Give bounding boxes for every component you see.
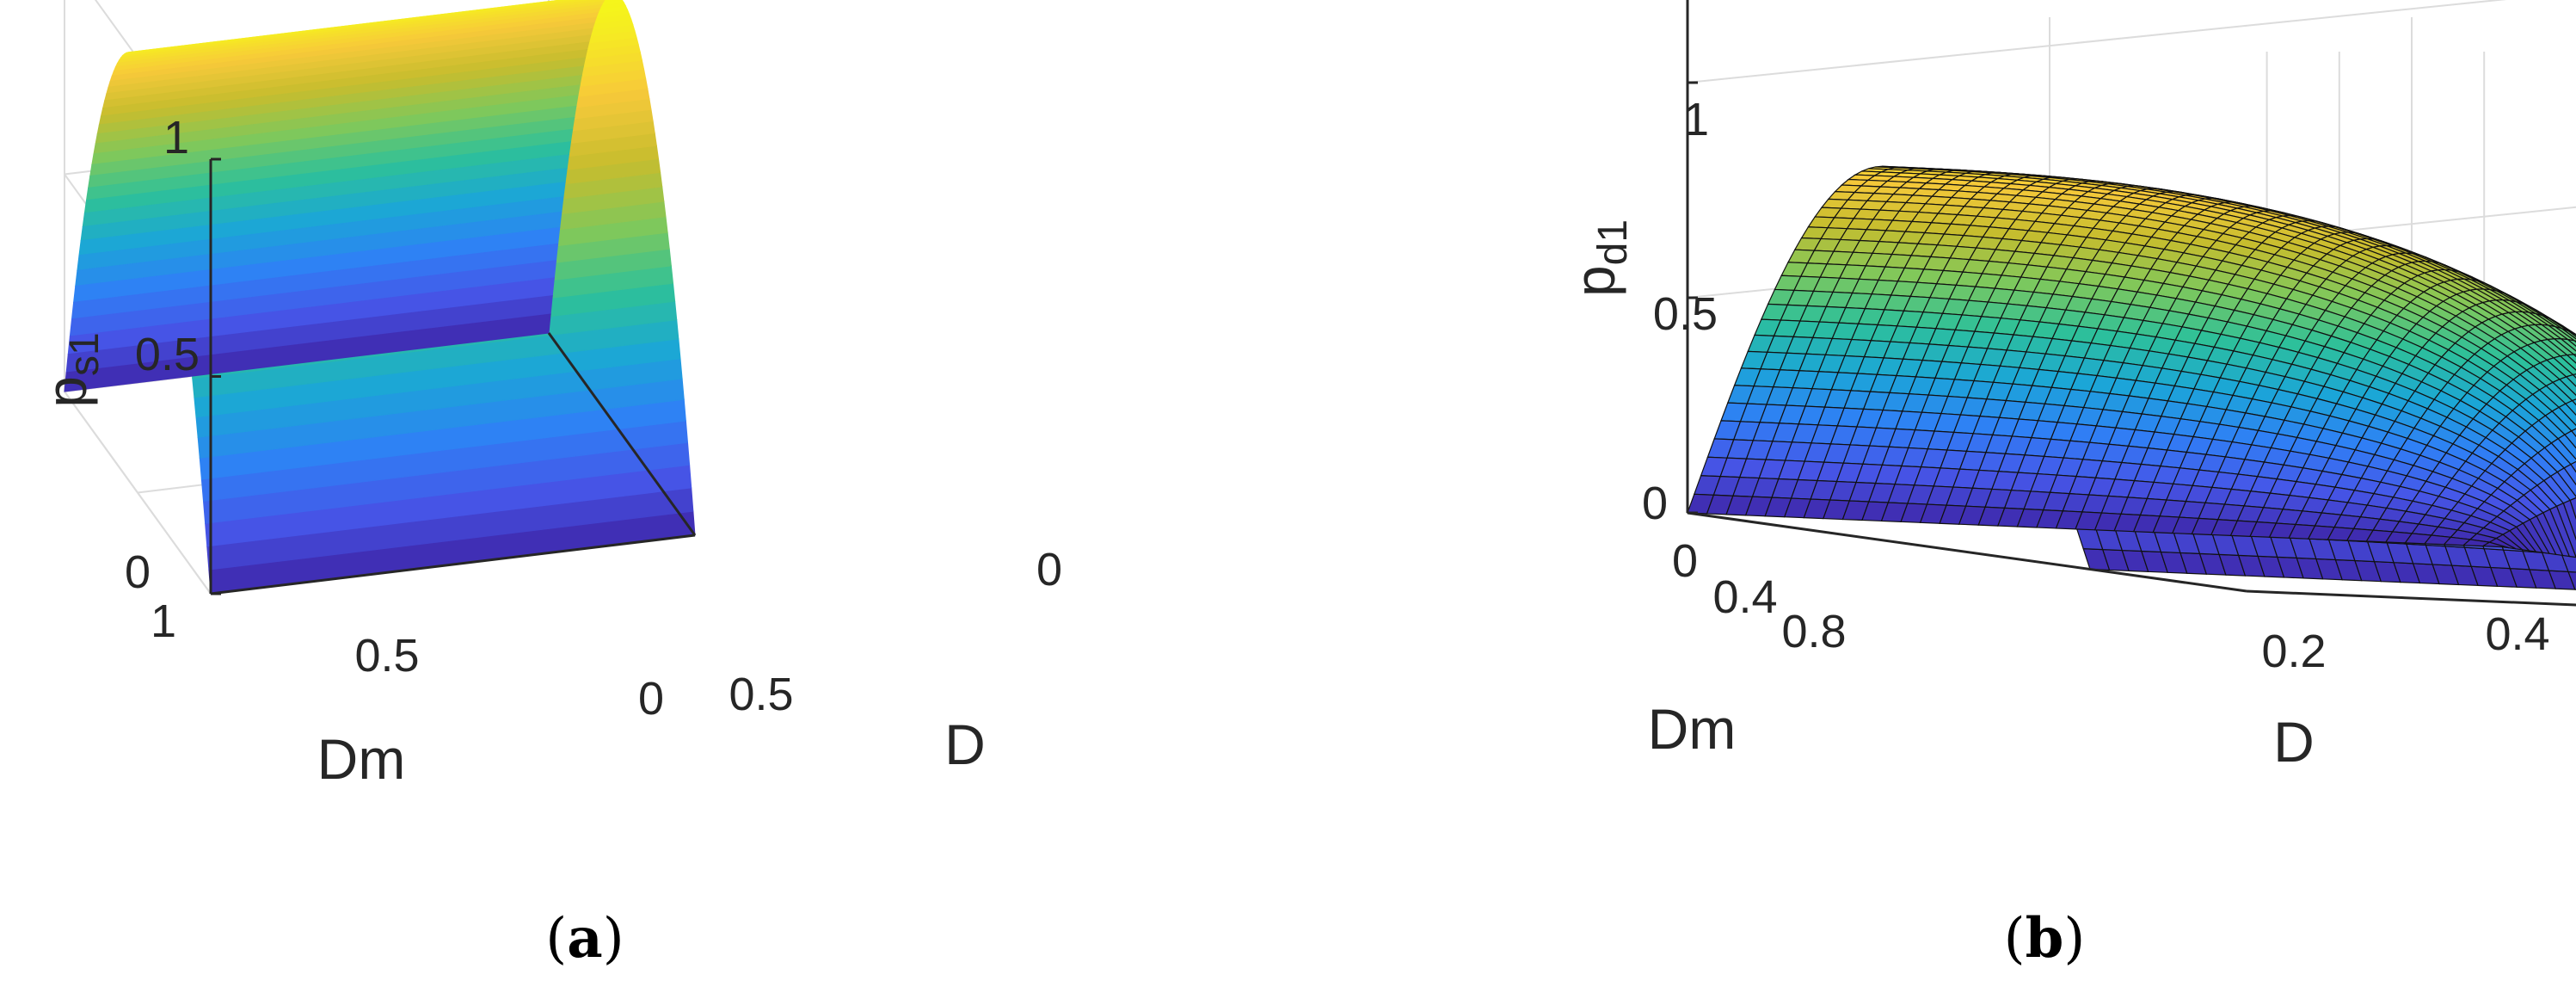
panel-a-zlabel: ps1 — [34, 332, 108, 407]
panel-b-xtick-1: 0.4 — [1712, 571, 1777, 623]
panel-b-zlabel-main: p — [1563, 265, 1626, 297]
panel-b-ztick-0: 0 — [1642, 478, 1668, 529]
svg-text:ps1: ps1 — [34, 332, 108, 407]
panel-a: 0 0.5 1 1 0.5 0 0.5 0 Dm D ps1 (a) — [34, 0, 1062, 971]
panel-b-ytick-1: 0.4 — [2485, 608, 2549, 660]
panel-b-ztick-2: 1 — [1683, 94, 1709, 145]
panel-b-ylabel: D — [2273, 710, 2315, 774]
panel-a-ylabel: D — [944, 712, 986, 776]
panel-a-xtick-0: 1 — [151, 595, 176, 647]
panel-b-zlabel-sub: d1 — [1590, 219, 1636, 265]
panel-b-xtick-2: 0.8 — [1781, 606, 1846, 657]
panel-a-zlabel-main: p — [34, 376, 98, 408]
panel-b-ztick-1: 0.5 — [1653, 288, 1718, 340]
panel-a-caption: (a) — [545, 906, 624, 971]
svg-text:pd1: pd1 — [1563, 219, 1636, 297]
panel-b-zlabel: pd1 — [1563, 219, 1636, 297]
panel-a-ytick-1: 0 — [1036, 544, 1062, 595]
panel-a-xtick-2: 0 — [638, 673, 664, 725]
panel-a-ytick-0: 0.5 — [729, 669, 793, 720]
panel-b: 0 0.5 1 0 0.4 0.8 0.2 0.4 Dm D pd1 (b) — [1563, 0, 2576, 971]
panel-b-surface-cell — [2481, 541, 2510, 549]
panel-b-xtick-0: 0 — [1672, 535, 1698, 587]
panel-b-caption: (b) — [2004, 906, 2086, 971]
panel-a-xtick-1: 0.5 — [354, 630, 419, 682]
panel-b-surface-cell — [2567, 571, 2576, 590]
panel-a-axes — [209, 157, 697, 595]
panel-b-surface-cell — [2564, 399, 2576, 416]
panel-b-surface-cell — [2564, 430, 2576, 449]
panel-a-axis-d — [547, 332, 697, 536]
panel-a-ztick-1: 0.5 — [135, 329, 200, 380]
panel-b-grid-line — [1687, 0, 2507, 83]
panel-b-caption-letter: b — [2026, 906, 2064, 971]
panel-b-surface — [1687, 165, 2576, 590]
panel-a-ztick-0: 0 — [125, 546, 151, 598]
panel-b-surface-cell — [2563, 463, 2576, 486]
panel-a-surface — [64, 0, 696, 595]
panel-a-axis-dm — [210, 534, 696, 595]
panel-b-xlabel: Dm — [1648, 697, 1737, 761]
panel-b-axis-dm — [1687, 511, 2247, 593]
panel-b-ytick-0: 0.2 — [2261, 626, 2326, 677]
panel-b-axis-d — [2246, 589, 2576, 607]
panel-a-xlabel: Dm — [317, 727, 406, 791]
panel-b-axes — [1686, 0, 2576, 607]
panel-a-caption-letter: a — [567, 906, 602, 971]
panel-a-grid-line — [64, 391, 212, 595]
panel-a-surface-strip — [64, 313, 551, 392]
panel-a-ztick-2: 1 — [163, 112, 189, 163]
panel-a-zlabel-sub: s1 — [62, 332, 108, 376]
